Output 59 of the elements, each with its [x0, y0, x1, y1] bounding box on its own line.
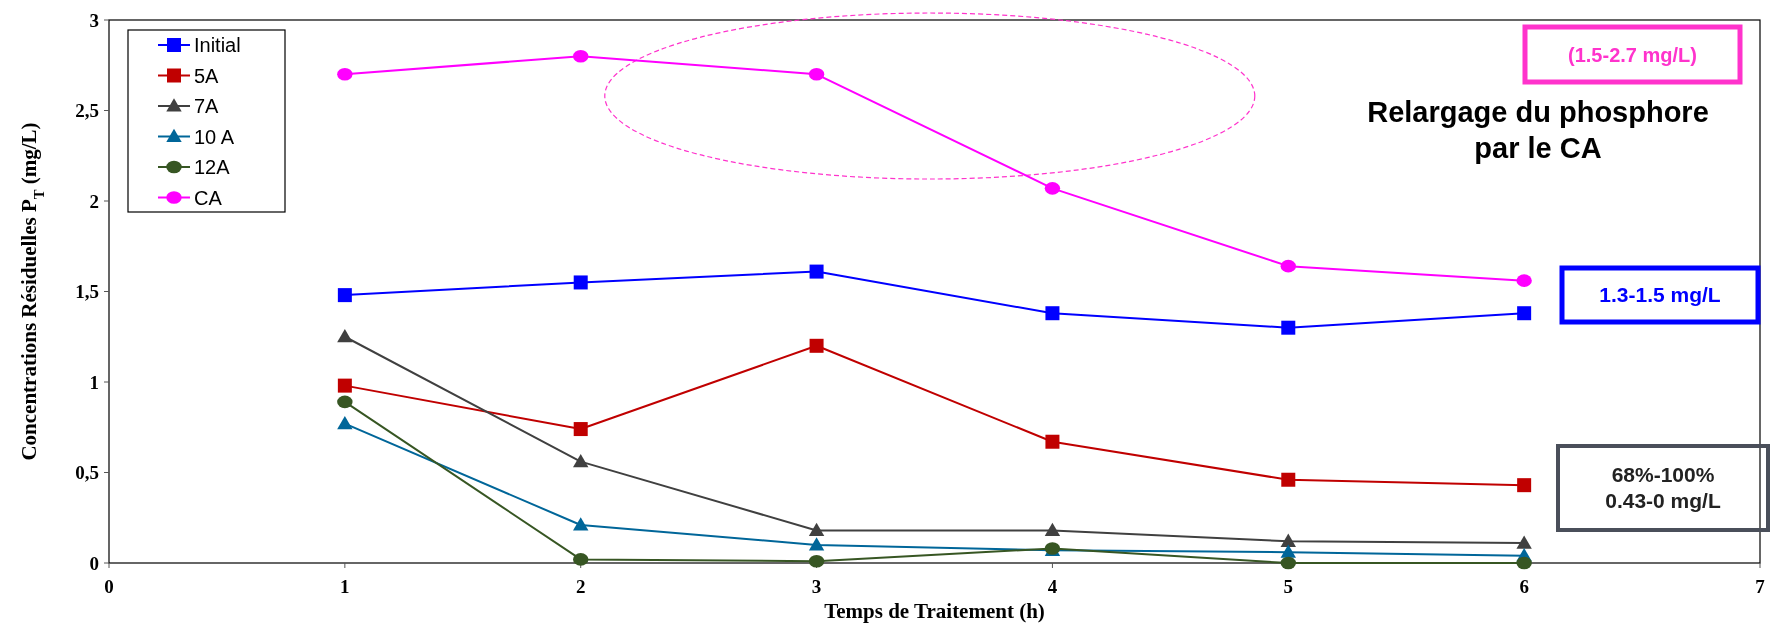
point [573, 275, 588, 290]
point [1516, 556, 1532, 570]
x-tick-label: 5 [1283, 576, 1294, 597]
point [337, 378, 352, 393]
point [337, 329, 353, 343]
point [1516, 274, 1532, 287]
point [573, 553, 589, 566]
point [809, 338, 824, 353]
point [1517, 478, 1532, 493]
legend-label: Initial [194, 34, 241, 56]
y-tick-label: 1 [89, 371, 99, 393]
point [1280, 544, 1296, 558]
x-tick-label: 0 [104, 576, 114, 597]
point [1044, 522, 1061, 537]
point [573, 453, 589, 468]
x-tick-label: 7 [1755, 576, 1766, 597]
y-tick-label: 0,5 [75, 462, 99, 484]
x-axis-title: Temps de Traitement (h) [824, 599, 1045, 623]
point [1280, 556, 1296, 570]
point [1281, 320, 1296, 335]
x-tick-label: 1 [340, 576, 350, 597]
annotation: 68%-100% 0.43-0 mg/L [1605, 463, 1721, 513]
point [573, 49, 589, 63]
x-tick-label: 3 [811, 576, 822, 597]
point [1516, 535, 1532, 549]
point [808, 554, 825, 568]
point [1045, 434, 1060, 449]
legend-label: CA [194, 186, 223, 209]
point [1044, 182, 1061, 195]
x-tick-label: 4 [1047, 576, 1058, 597]
point [808, 522, 825, 537]
point [1045, 306, 1060, 321]
point [337, 415, 353, 430]
point [1280, 259, 1296, 273]
point [337, 395, 353, 409]
y-tick-label: 0 [89, 552, 99, 574]
legend-label: 12A [194, 156, 231, 178]
point [573, 517, 589, 531]
annotation: 1.3-1.5 mg/L [1599, 283, 1721, 307]
point [809, 264, 824, 279]
y-tick-label: 2,5 [75, 100, 99, 122]
point [337, 68, 353, 81]
x-tick-label: 6 [1519, 576, 1529, 597]
legend-label: 10 A [194, 125, 235, 148]
point [808, 68, 825, 81]
point [1280, 533, 1296, 547]
point [1281, 472, 1296, 487]
y-tick-label: 3 [89, 9, 99, 31]
point [808, 537, 825, 551]
legend-label: 7A [194, 95, 220, 117]
annotation: Relargage du phosphore par le CA [1367, 96, 1709, 165]
point [337, 288, 352, 303]
legend-label: 5A [194, 64, 220, 87]
annotation: (1.5-2.7 mg/L) [1568, 43, 1697, 66]
x-tick-label: 2 [575, 576, 586, 597]
point [573, 422, 588, 437]
point [1517, 306, 1532, 321]
y-tick-label: 1,5 [75, 281, 99, 303]
y-tick-label: 2 [89, 190, 99, 212]
